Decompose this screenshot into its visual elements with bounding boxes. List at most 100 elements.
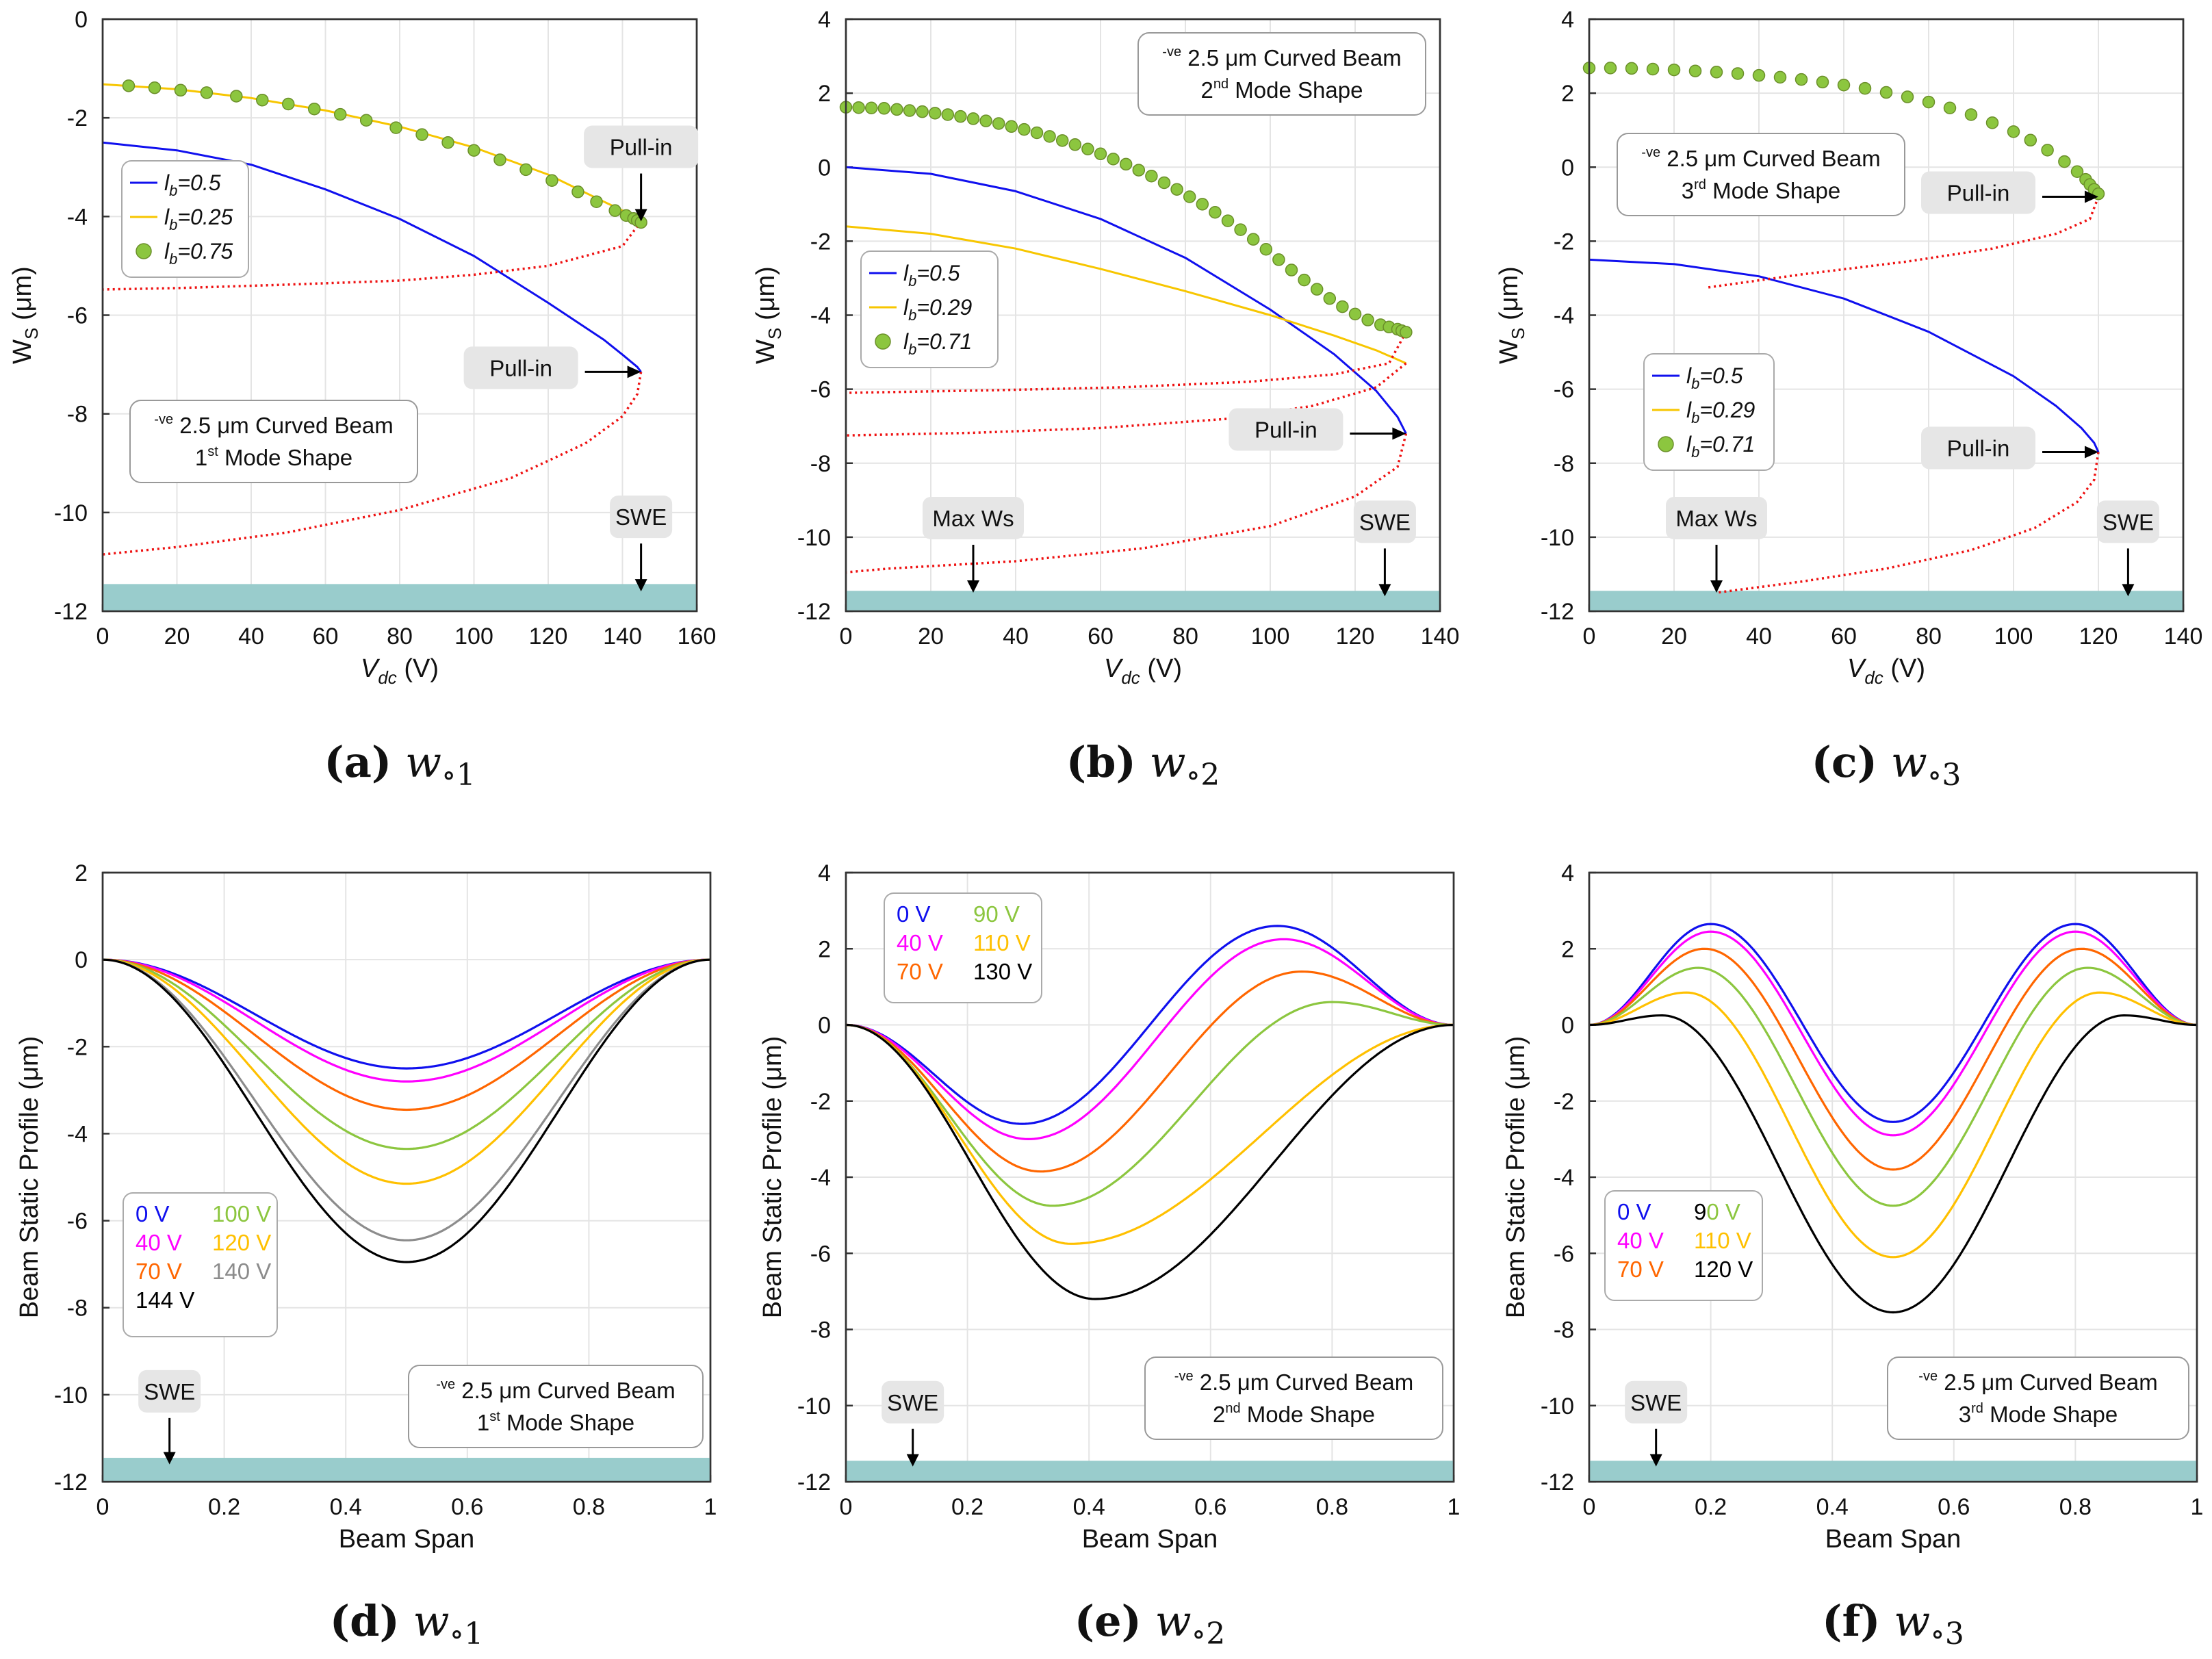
legend-label: lb=0.29 [903,295,973,324]
substrate-bar [847,591,1439,610]
data-point [1816,75,1829,89]
substrate-bar [1590,1461,2196,1481]
legend-entry: 40 V [136,1230,182,1255]
data-point [1731,67,1745,80]
data-point [1068,138,1082,151]
substrate-bar [103,1458,710,1481]
annotation-label: Pull-in [1947,181,2010,206]
y-tick-label: -8 [67,402,88,428]
data-point [1901,90,1914,103]
x-axis-label: Vdc (V) [1847,654,1925,688]
profile-curve [1589,1014,2198,1314]
legend-label: lb=0.75 [164,239,233,268]
x-tick-label: 20 [164,623,190,650]
annotation-label: Pull-in [1255,417,1317,443]
data-point [1837,78,1851,92]
series-line [102,372,643,556]
legend-entry: 90 V [973,901,1020,927]
x-tick-label: 100 [454,623,493,650]
legend-entry: 110 V [973,930,1031,955]
y-tick-label: -6 [1554,1241,1574,1267]
data-point [608,204,621,217]
data-point [1400,326,1413,339]
annotation-label: SWE [1630,1390,1682,1415]
y-tick-label: -4 [810,303,831,329]
data-point [571,185,584,198]
profile-curve [1589,947,2198,1171]
data-point [590,195,603,208]
y-tick-label: -6 [67,1209,88,1235]
annotation-arrowhead [967,580,979,593]
data-point [2024,133,2037,147]
profile-curve [102,958,711,1185]
y-tick-label: -6 [810,1241,831,1267]
data-point [1196,198,1209,211]
data-point [467,144,480,157]
x-tick-label: 0.8 [1316,1494,1348,1520]
note-line1: -ve 2.5 μm Curved Beam [154,412,393,438]
legend-label: lb=0.5 [1686,363,1743,392]
y-axis-label: WS (μm) [1495,266,1528,364]
y-tick-label: -8 [810,1317,831,1343]
legend-entry: 70 V [1617,1257,1664,1282]
legend-dot-swatch [1658,436,1674,452]
x-tick-label: 100 [1994,623,2033,650]
y-tick-label: -10 [797,1393,831,1419]
annotation-label: SWE [2102,509,2154,535]
x-tick-label: 120 [2079,623,2118,650]
data-point [1646,62,1660,76]
data-point [1259,243,1273,256]
data-point [1773,70,1787,84]
x-tick-label: 0.4 [330,1494,362,1520]
note-box [1887,1356,2189,1440]
y-tick-label: 4 [818,860,831,886]
data-point [1170,183,1183,196]
y-tick-label: -2 [1554,1089,1574,1115]
y-tick-label: -10 [1541,525,1574,551]
x-tick-label: 60 [1088,623,1114,650]
annotation-label: SWE [144,1379,195,1404]
annotation-arrowhead [906,1454,919,1467]
y-tick-label: -10 [54,1382,88,1409]
annotation-label: Max Ws [932,506,1014,531]
annotation-label-box [923,496,1024,539]
profile-curve [1589,930,2198,1137]
note-line2: 1st Mode Shape [195,444,352,470]
note-line1: -ve 2.5 μm Curved Beam [436,1377,675,1403]
annotation-arrowhead [634,209,647,222]
data-point [979,114,992,127]
x-tick-label: 0.6 [1938,1494,1970,1520]
y-tick-label: -4 [1554,1165,1574,1191]
subfigure-caption: (c) w∘3 [1812,737,1962,793]
data-point [1604,62,1617,75]
data-point [1209,205,1222,219]
y-tick-label: -10 [54,500,88,526]
data-point [545,174,558,187]
x-tick-label: 40 [1746,623,1772,650]
x-tick-label: 0 [840,623,853,650]
annotation-arrowhead [634,579,647,592]
legend-label: lb=0.5 [903,261,960,290]
x-tick-label: 0.8 [573,1494,605,1520]
x-axis-label: Beam Span [1082,1525,1218,1554]
series-line [845,225,1406,365]
y-tick-label: -2 [67,105,88,131]
annotation-label-box [138,1369,201,1413]
x-tick-label: 0.2 [1695,1494,1727,1520]
plot-frame-top [845,871,1455,1483]
data-point [966,112,980,125]
data-point [256,93,269,107]
x-tick-label: 0.6 [451,1494,483,1520]
subfigure-caption: (e) w∘2 [1075,1596,1226,1651]
y-tick-label: 4 [818,7,831,33]
data-point [954,110,967,123]
data-point [1183,190,1196,203]
profile-curve [1589,966,2198,1207]
data-point [441,136,454,149]
annotation-arrowhead [627,365,641,378]
y-tick-label: -4 [67,204,88,230]
x-tick-label: 0 [97,623,110,650]
y-axis-label: Beam Static Profile (μm) [15,1036,44,1319]
